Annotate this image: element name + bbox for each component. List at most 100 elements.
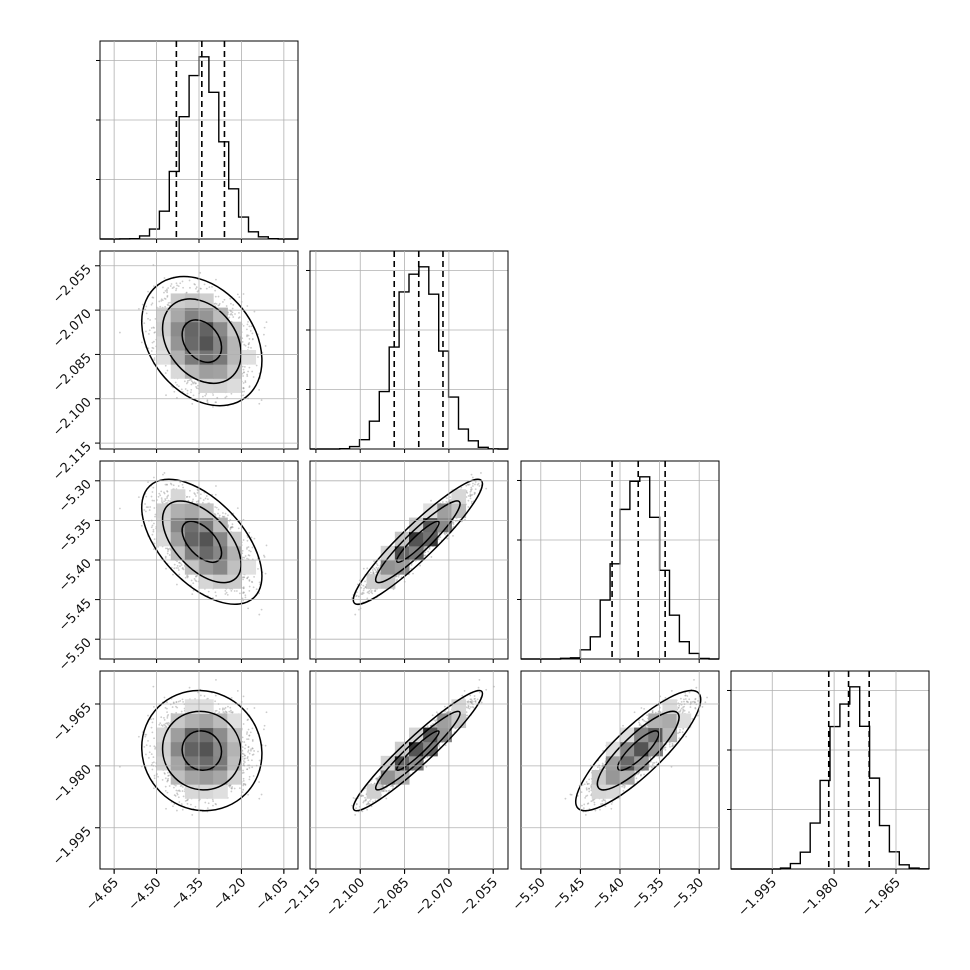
sample-point bbox=[224, 396, 227, 399]
sample-point bbox=[258, 389, 261, 391]
sample-point bbox=[144, 330, 147, 333]
sample-point bbox=[166, 552, 169, 555]
sample-point bbox=[222, 301, 224, 303]
sample-point bbox=[248, 338, 251, 340]
sample-point bbox=[245, 328, 248, 331]
sample-point bbox=[229, 297, 232, 300]
sample-point bbox=[172, 286, 175, 289]
sample-point bbox=[217, 508, 220, 511]
sample-point bbox=[147, 290, 149, 293]
sample-point bbox=[248, 366, 251, 369]
sample-point bbox=[222, 515, 225, 518]
sample-point bbox=[204, 394, 207, 397]
sample-point bbox=[223, 298, 226, 301]
sample-point bbox=[195, 382, 197, 385]
sample-point bbox=[195, 287, 197, 290]
sample-point bbox=[232, 303, 235, 306]
sample-point bbox=[247, 370, 250, 373]
sample-point bbox=[158, 492, 161, 495]
sample-point bbox=[147, 317, 149, 320]
sample-point bbox=[191, 593, 194, 596]
sample-point bbox=[148, 329, 151, 332]
sample-point bbox=[251, 332, 254, 335]
sample-point bbox=[167, 302, 170, 304]
sample-point bbox=[181, 280, 184, 283]
sample-point bbox=[175, 287, 178, 290]
sample-point bbox=[144, 510, 147, 513]
sample-point bbox=[173, 390, 176, 393]
sample-point bbox=[214, 493, 217, 496]
sample-point bbox=[147, 333, 150, 335]
sample-point bbox=[153, 285, 155, 288]
sample-point bbox=[196, 491, 199, 494]
sample-point bbox=[251, 370, 254, 373]
histogram-panel bbox=[727, 670, 930, 870]
sample-point bbox=[186, 389, 189, 392]
sample-point bbox=[250, 325, 253, 328]
sample-point bbox=[212, 394, 215, 396]
sample-point bbox=[248, 385, 251, 388]
sample-point bbox=[225, 305, 228, 307]
sample-point bbox=[192, 498, 195, 501]
sample-point bbox=[238, 311, 240, 314]
sample-point bbox=[241, 365, 244, 368]
sample-point bbox=[169, 301, 171, 304]
sample-point bbox=[164, 555, 167, 558]
sample-point bbox=[247, 343, 250, 345]
sample-point bbox=[248, 325, 251, 328]
sample-point bbox=[246, 557, 248, 560]
sample-point bbox=[233, 590, 236, 592]
sample-point bbox=[180, 388, 183, 391]
sample-point bbox=[166, 289, 168, 292]
sample-point bbox=[143, 322, 146, 325]
sample-point bbox=[171, 287, 174, 289]
sample-point bbox=[147, 481, 149, 483]
sample-point bbox=[215, 401, 217, 404]
sample-point bbox=[247, 321, 249, 323]
sample-point bbox=[176, 560, 178, 563]
sample-point bbox=[263, 333, 265, 336]
sample-point bbox=[211, 285, 213, 288]
sample-point bbox=[214, 289, 217, 292]
sample-point bbox=[241, 549, 244, 552]
sample-point bbox=[255, 364, 258, 367]
sample-point bbox=[247, 607, 250, 610]
sample-point bbox=[258, 402, 261, 405]
sample-point bbox=[212, 405, 214, 408]
sample-point bbox=[230, 392, 233, 395]
sample-point bbox=[205, 287, 208, 290]
sample-point bbox=[195, 286, 198, 289]
sample-point bbox=[253, 310, 256, 313]
sample-point bbox=[177, 569, 180, 571]
sample-point bbox=[217, 295, 220, 298]
sample-point bbox=[119, 331, 121, 334]
sample-point bbox=[153, 327, 155, 329]
sample-point bbox=[234, 313, 236, 315]
sample-point bbox=[151, 302, 154, 305]
sample-point bbox=[241, 340, 244, 343]
sample-point bbox=[242, 394, 245, 397]
sample-point bbox=[206, 399, 209, 402]
sample-point bbox=[189, 286, 191, 289]
sample-point bbox=[153, 359, 156, 361]
sample-point bbox=[246, 373, 249, 376]
sample-point bbox=[214, 295, 217, 298]
sample-point bbox=[231, 311, 234, 314]
sample-point bbox=[253, 575, 255, 578]
sample-point bbox=[242, 368, 245, 371]
sample-point bbox=[157, 495, 160, 498]
sample-point bbox=[119, 507, 121, 510]
sample-point bbox=[153, 357, 156, 360]
sample-point bbox=[184, 388, 187, 390]
scatter-panel bbox=[99, 250, 299, 450]
sample-point bbox=[247, 334, 250, 337]
sample-point bbox=[246, 305, 249, 307]
sample-point bbox=[181, 390, 184, 393]
sample-point bbox=[164, 364, 167, 367]
sample-point bbox=[165, 288, 168, 291]
sample-point bbox=[186, 392, 189, 395]
sample-point bbox=[236, 293, 239, 296]
sample-point bbox=[248, 589, 251, 592]
sample-point bbox=[184, 576, 187, 579]
sample-point bbox=[177, 385, 180, 388]
